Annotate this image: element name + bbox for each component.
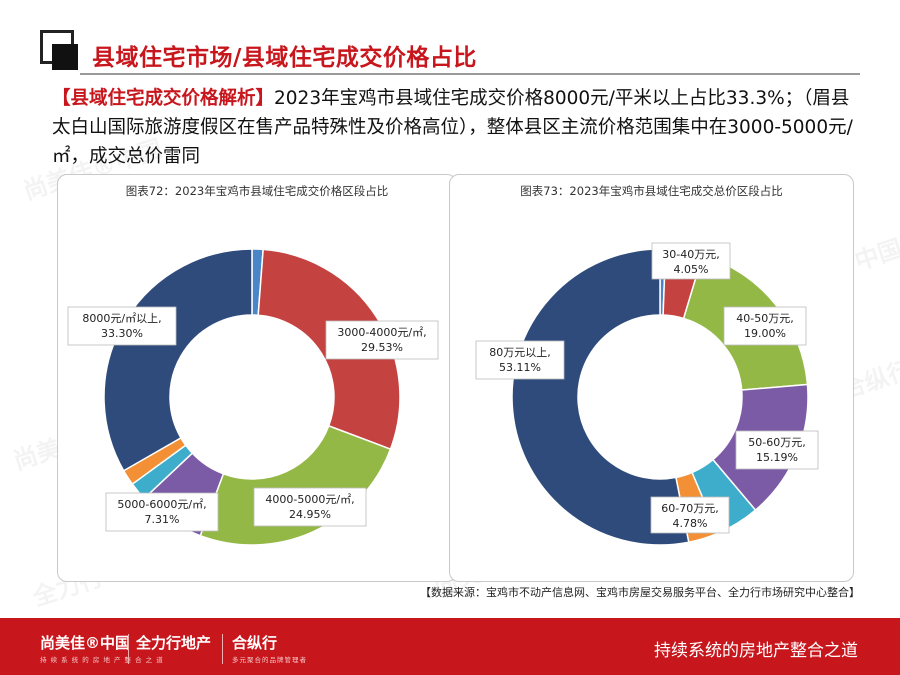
donut-chart-price: 3000-4000元/㎡, 29.53% 4000-5000元/㎡, 24.95% 50… xyxy=(67,248,439,546)
data-label-text: 29.53% xyxy=(361,341,403,354)
data-label-6: 8000元/㎡以上, 33.30% xyxy=(67,306,177,346)
data-label-text: 7.31% xyxy=(145,513,180,526)
data-label-box xyxy=(723,306,807,346)
data-label-text: 3000-4000元/㎡, xyxy=(337,326,426,339)
data-label-box xyxy=(325,320,439,360)
brand-quanlixing: 全力行地产 xyxy=(136,634,212,652)
data-label-text: 4000-5000元/㎡, xyxy=(265,493,354,506)
data-label-3: 50-60万元, 15.19% xyxy=(735,430,819,470)
data-label-2: 40-50万元, 19.00% xyxy=(723,306,807,346)
donut-slice-6 xyxy=(103,248,253,472)
data-label-text: 15.19% xyxy=(756,451,798,464)
data-label-box xyxy=(253,487,367,527)
data-label-box xyxy=(651,242,731,280)
intro-paragraph: 【县域住宅成交价格解析】2023年宝鸡市县域住宅成交价格8000元/平米以上占比… xyxy=(52,84,862,171)
data-label-text: 53.11% xyxy=(499,361,541,374)
chart-title: 图表72：2023年宝鸡市县域住宅成交价格区段占比 xyxy=(125,184,389,198)
data-label-box xyxy=(735,430,819,470)
donut-slice-2 xyxy=(199,424,392,546)
data-label-text: 40-50万元, xyxy=(736,312,793,325)
data-label-text: 19.00% xyxy=(744,327,786,340)
data-label-text: 50-60万元, xyxy=(748,436,805,449)
brand-separator xyxy=(128,634,129,664)
data-label-box xyxy=(650,496,730,534)
data-label-text: 8000元/㎡以上, xyxy=(82,312,161,325)
chart-title: 图表73：2023年宝鸡市县域住宅成交总价区段占比 xyxy=(520,184,783,198)
footer-bar: 尚美佳®中国 持 续 系 统 的 房 地 产 整 合 之 道 全力行地产 合纵行… xyxy=(0,618,900,675)
data-label-text: 33.30% xyxy=(101,327,143,340)
brand-shangmeijia: 尚美佳®中国 xyxy=(40,634,131,652)
donut-chart-total: 30-40万元, 4.05% 40-50万元, 19.00% 50-60万元, 15.19… xyxy=(475,242,819,546)
data-label-text: 4.78% xyxy=(673,517,708,530)
data-label-text: 60-70万元, xyxy=(661,502,718,515)
page-title: 县域住宅市场/县域住宅成交价格占比 xyxy=(92,45,477,71)
intro-text: 2023年宝鸡市县域住宅成交价格8000元/平米以上占比33.3%；（眉县太白山… xyxy=(52,88,853,167)
chart-panel-price: 图表72：2023年宝鸡市县域住宅成交价格区段占比 3000-4000元/㎡, 2… xyxy=(57,174,457,582)
data-label-text: 24.95% xyxy=(289,508,331,521)
data-label-text: 80万元以上, xyxy=(489,346,551,359)
brand-shangmeijia-sub: 持 续 系 统 的 房 地 产 整 合 之 道 xyxy=(40,656,164,664)
brand-separator xyxy=(222,634,223,664)
footer-slogan: 持续系统的房地产整合之道 xyxy=(654,641,858,661)
logo-square-fill xyxy=(52,44,78,70)
data-label-2: 4000-5000元/㎡, 24.95% xyxy=(253,487,367,527)
data-label-text: 30-40万元, xyxy=(662,248,719,261)
brand-hezongxing-sub: 多元聚合的品牌管理者 xyxy=(232,656,307,664)
brand-hezongxing: 合纵行 xyxy=(232,634,278,652)
title-divider xyxy=(80,73,860,75)
data-source: 【数据来源：宝鸡市不动产信息网、宝鸡市房屋交易服务平台、全力行市场研究中心整合】 xyxy=(420,586,860,599)
chart-panel-total: 图表73：2023年宝鸡市县域住宅成交总价区段占比 30-40万元, 4.05% 4… xyxy=(449,174,854,582)
donut-slice-6 xyxy=(511,248,690,546)
data-label-1: 3000-4000元/㎡, 29.53% xyxy=(325,320,439,360)
data-label-1: 30-40万元, 4.05% xyxy=(651,242,731,280)
intro-tag: 【县域住宅成交价格解析】 xyxy=(52,88,275,109)
data-label-box xyxy=(475,340,565,380)
data-label-6: 80万元以上, 53.11% xyxy=(475,340,565,380)
data-label-box xyxy=(105,492,219,532)
data-label-box xyxy=(67,306,177,346)
data-label-3: 5000-6000元/㎡, 7.31% xyxy=(105,492,219,532)
data-label-text: 4.05% xyxy=(674,263,709,276)
data-label-text: 5000-6000元/㎡, xyxy=(117,498,206,511)
data-label-4: 60-70万元, 4.78% xyxy=(650,496,730,534)
